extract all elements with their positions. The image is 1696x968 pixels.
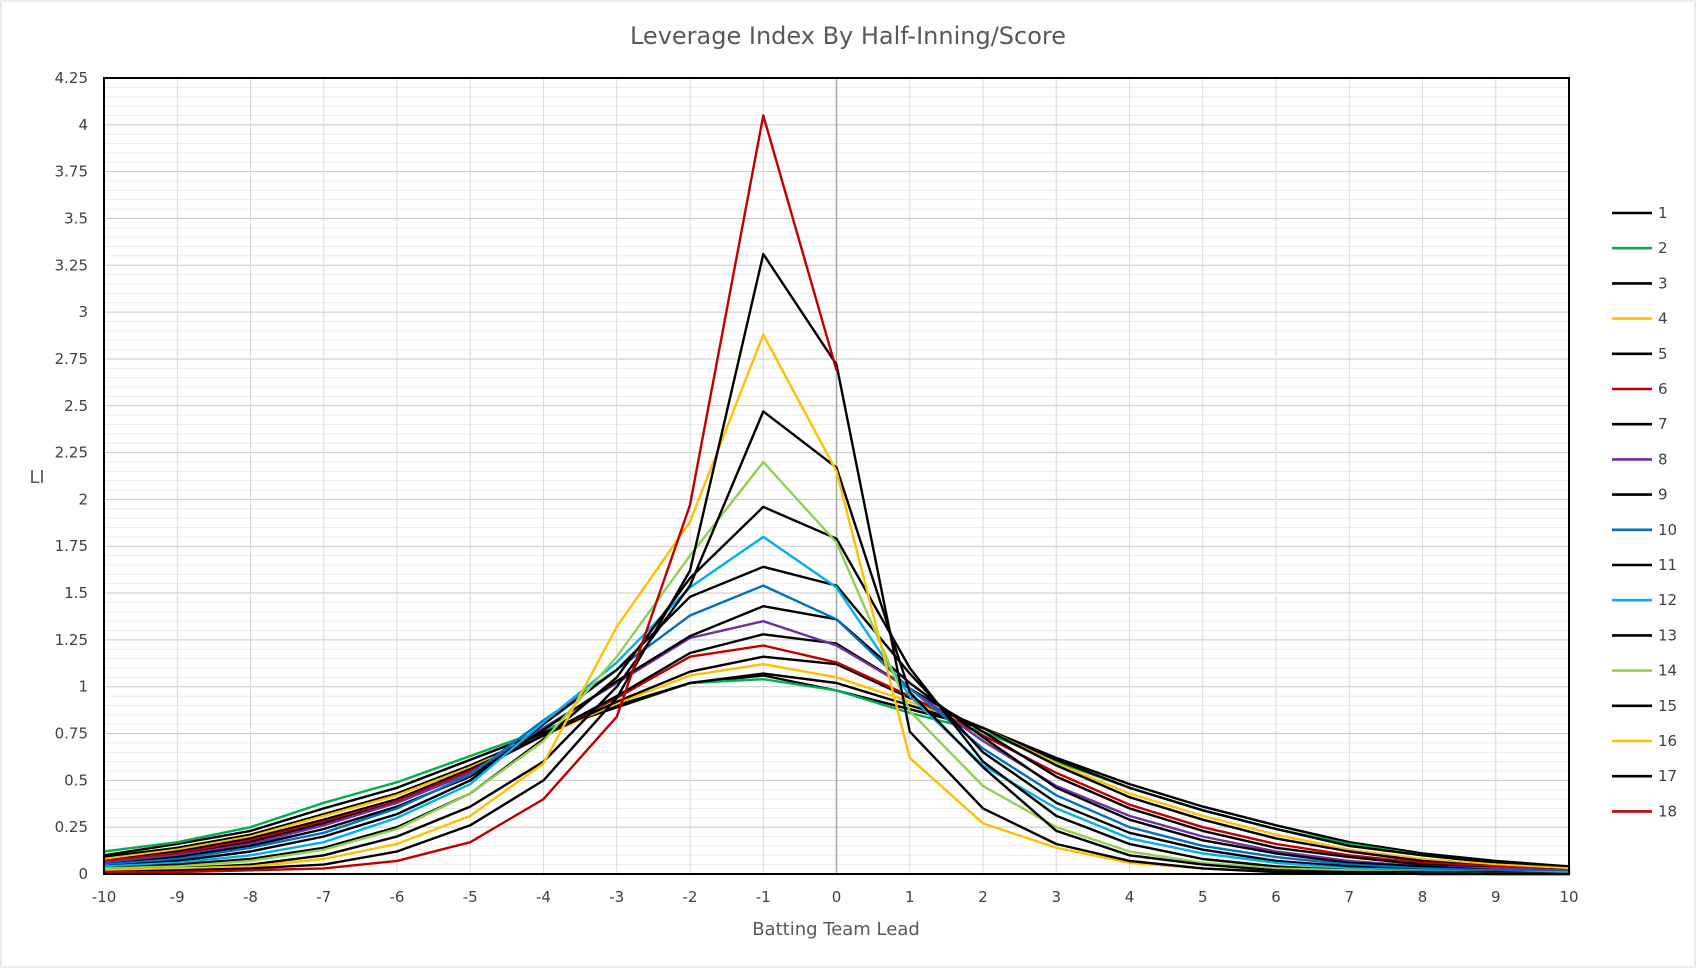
x-tick-label: 5 xyxy=(1198,888,1208,906)
series-line-6 xyxy=(102,644,1571,872)
series-layer xyxy=(102,114,1571,876)
legend-label-18: 18 xyxy=(1658,802,1677,820)
x-tick-label: -3 xyxy=(609,888,624,906)
legend-label-12: 12 xyxy=(1658,591,1677,609)
y-tick-label: 1.25 xyxy=(55,631,88,649)
x-tick-label: 8 xyxy=(1418,888,1428,906)
y-tick-label: 1 xyxy=(78,678,88,696)
legend-label-14: 14 xyxy=(1658,662,1677,680)
y-tick-label: 0.75 xyxy=(55,725,88,743)
legend-label-1: 1 xyxy=(1658,204,1668,222)
x-axis-ticks: -10 -9 -8 -7 -6 -5 -4 -3 -2 -1 0 1 2 3 4 5 6 7 8 9 10 xyxy=(92,888,1579,906)
y-axis-label: LI xyxy=(29,467,44,488)
x-tick-label: 6 xyxy=(1271,888,1281,906)
legend-label-6: 6 xyxy=(1658,380,1668,398)
series-line-5 xyxy=(102,655,1571,872)
legend-label-4: 4 xyxy=(1658,310,1668,328)
y-tick-label: 1.5 xyxy=(64,584,88,602)
x-tick-label: -5 xyxy=(463,888,478,906)
legend-label-9: 9 xyxy=(1658,486,1668,504)
series-line-7 xyxy=(102,633,1571,872)
x-tick-label: -9 xyxy=(170,888,185,906)
y-tick-label: 4 xyxy=(78,116,88,134)
series-line-18 xyxy=(102,114,838,874)
x-axis-label: Batting Team Lead xyxy=(752,919,920,940)
legend-label-11: 11 xyxy=(1658,556,1677,574)
legend-label-8: 8 xyxy=(1658,450,1668,468)
y-tick-label: 0 xyxy=(78,865,88,883)
legend-label-10: 10 xyxy=(1658,521,1677,539)
x-tick-label: 2 xyxy=(978,888,988,906)
legend-label-2: 2 xyxy=(1658,239,1668,257)
legend-label-5: 5 xyxy=(1658,345,1668,363)
x-tick-label: 4 xyxy=(1125,888,1135,906)
x-tick-label: -10 xyxy=(92,888,117,906)
x-tick-label: 1 xyxy=(905,888,915,906)
series-line-3 xyxy=(102,672,1571,870)
x-tick-label: -1 xyxy=(756,888,771,906)
legend-label-3: 3 xyxy=(1658,274,1668,292)
y-tick-label: 3.75 xyxy=(55,163,88,181)
series-line-8 xyxy=(102,620,1571,872)
x-tick-label: 10 xyxy=(1559,888,1578,906)
y-tick-label: 4.25 xyxy=(55,69,88,87)
x-tick-label: -4 xyxy=(536,888,551,906)
y-tick-label: 2.75 xyxy=(55,350,88,368)
series-line-12 xyxy=(102,535,1571,874)
chart-title: Leverage Index By Half-Inning/Score xyxy=(630,22,1066,50)
y-tick-label: 2 xyxy=(78,490,88,508)
legend-label-15: 15 xyxy=(1658,697,1677,715)
series-line-11 xyxy=(102,565,1571,874)
y-tick-label: 3.25 xyxy=(55,256,88,274)
legend-label-13: 13 xyxy=(1658,626,1677,644)
x-tick-label: -8 xyxy=(243,888,258,906)
series-line-4 xyxy=(102,663,1571,870)
x-tick-label: -6 xyxy=(390,888,405,906)
y-tick-label: 3 xyxy=(78,303,88,321)
y-tick-label: 0.5 xyxy=(64,771,88,789)
y-tick-label: 2.25 xyxy=(55,444,88,462)
legend-label-17: 17 xyxy=(1658,767,1677,785)
x-tick-label: 7 xyxy=(1344,888,1354,906)
legend-label-7: 7 xyxy=(1658,415,1668,433)
x-tick-label: 0 xyxy=(832,888,842,906)
x-tick-label: -2 xyxy=(683,888,698,906)
series-line-2 xyxy=(102,678,1571,870)
plot-area-frame xyxy=(103,77,1570,875)
y-tick-label: 0.25 xyxy=(55,818,88,836)
x-tick-label: -7 xyxy=(316,888,331,906)
y-tick-label: 3.5 xyxy=(64,209,88,227)
series-line-17 xyxy=(102,252,1571,876)
x-tick-label: 9 xyxy=(1491,888,1501,906)
x-tick-label: 3 xyxy=(1051,888,1061,906)
legend-label-16: 16 xyxy=(1658,732,1677,750)
series-line-10 xyxy=(102,584,1571,874)
series-line-14 xyxy=(102,460,1571,876)
y-tick-label: 2.5 xyxy=(64,397,88,415)
y-axis-ticks: 0 0.25 0.5 0.75 1 1.25 1.5 1.75 2 2.25 2.5 2.75 3 3.2… xyxy=(55,69,88,883)
y-tick-label: 1.75 xyxy=(55,537,88,555)
